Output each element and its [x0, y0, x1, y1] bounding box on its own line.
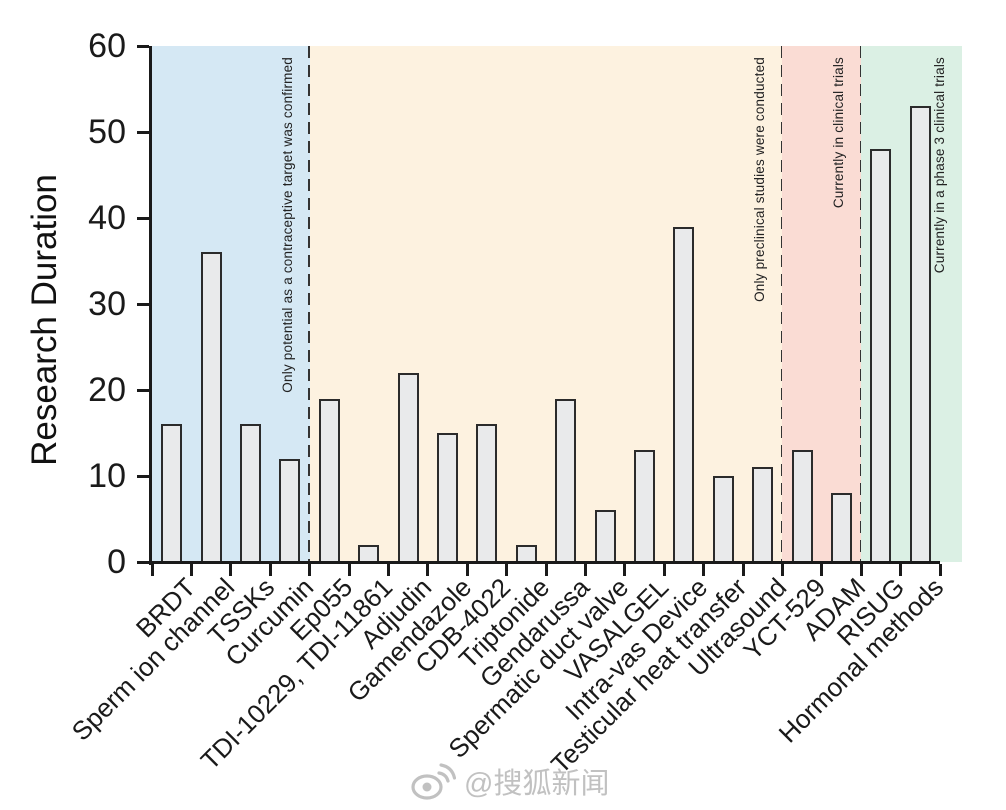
bar-spermatic-duct-valve: [594, 510, 616, 562]
x-tick-10: [544, 564, 548, 576]
bar-yct-529: [791, 450, 813, 562]
y-tick-60: [137, 44, 149, 48]
y-tick-label-0: 0: [107, 543, 126, 581]
y-tick-label-60: 60: [88, 27, 126, 65]
bar-tssks: [240, 424, 261, 562]
bar-ultrasound: [752, 467, 774, 562]
stage-region-2: [309, 46, 783, 562]
x-tick-14: [702, 564, 706, 576]
x-tick-1: [189, 564, 193, 576]
y-tick-30: [137, 302, 149, 306]
stage-annotation-2: Only preclinical studies were conducted: [752, 57, 768, 302]
y-tick-label-50: 50: [88, 113, 126, 151]
bar-brdt: [161, 424, 183, 562]
y-tick-20: [137, 388, 149, 392]
bar-adjudin: [397, 372, 419, 562]
watermark: @搜狐新闻: [408, 760, 609, 802]
stage-annotation-1: Only potential as a contraceptive target…: [279, 57, 295, 393]
stage-annotation-3: Currently in clinical trials: [831, 57, 847, 209]
bar-triptonide: [515, 544, 537, 562]
stage-annotation-4: Currently in a phase 3 clinical trials: [932, 57, 947, 274]
bar-hormonal-methods: [909, 106, 931, 562]
x-tick-11: [583, 564, 587, 576]
bar-cdb-4022: [476, 424, 498, 562]
bar-sperm-ion-channel: [200, 252, 222, 562]
y-tick-label-10: 10: [88, 457, 126, 495]
y-tick-0: [137, 560, 149, 564]
bar-ep055: [318, 398, 340, 562]
bar-curcumin: [279, 458, 301, 562]
x-tick-15: [741, 564, 745, 576]
x-tick-3: [268, 564, 272, 576]
y-tick-label-20: 20: [88, 371, 126, 409]
x-tick-7: [426, 564, 430, 576]
y-tick-50: [137, 130, 149, 134]
bar-risug: [870, 149, 892, 562]
bar-tdi-10229-tdi-11861: [358, 544, 380, 562]
x-tick-17: [820, 564, 824, 576]
x-tick-2: [229, 564, 233, 576]
x-tick-16: [780, 564, 784, 576]
y-tick-label-40: 40: [88, 199, 126, 237]
y-axis-spine: [149, 46, 152, 565]
y-tick-40: [137, 216, 149, 220]
x-tick-12: [623, 564, 627, 576]
y-tick-10: [137, 474, 149, 478]
x-tick-20: [938, 564, 942, 576]
x-tick-13: [662, 564, 666, 576]
y-axis-title: Research Duration: [25, 174, 64, 466]
x-tick-4: [308, 564, 312, 576]
bar-gamendazole: [437, 433, 458, 562]
x-tick-19: [899, 564, 903, 576]
x-tick-18: [859, 564, 863, 576]
x-axis-spine: [149, 561, 940, 564]
bar-gendarussa: [555, 398, 577, 562]
x-tick-6: [386, 564, 390, 576]
x-tick-8: [465, 564, 469, 576]
x-tick-0: [150, 564, 154, 576]
watermark-text: @搜狐新闻: [464, 768, 610, 800]
bar-vasalgel: [634, 450, 655, 562]
x-tick-9: [505, 564, 509, 576]
bar-adam: [831, 493, 852, 562]
x-tick-5: [347, 564, 351, 576]
y-tick-label-30: 30: [88, 285, 126, 323]
weibo-icon: [411, 763, 456, 800]
bar-intra-vas-device: [673, 226, 695, 562]
bar-testicular-heat-transfer: [712, 476, 734, 562]
